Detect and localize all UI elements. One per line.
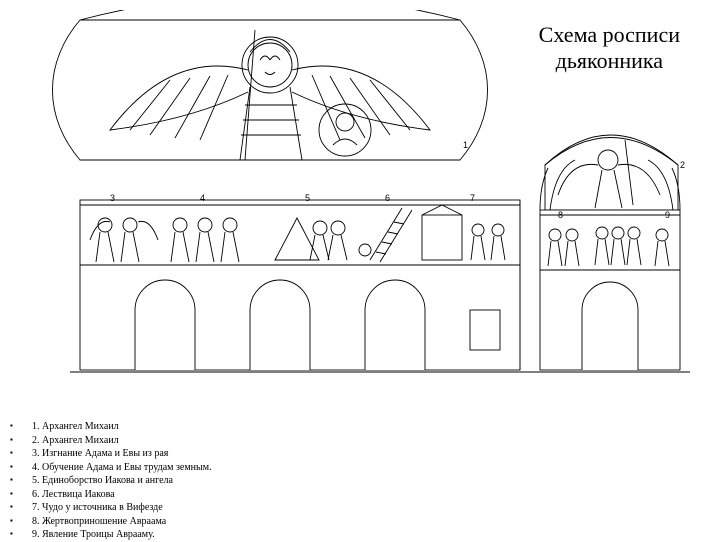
legend-item: 3. Изгнание Адама и Евы из рая bbox=[10, 447, 212, 461]
legend-item: 5. Единоборство Иакова и ангела bbox=[10, 474, 212, 488]
fresco-diagram: 1 2 3 4 5 6 7 8 9 bbox=[50, 10, 690, 390]
legend-item: 1. Архангел Михаил bbox=[10, 420, 212, 434]
legend-item: 8. Жертвоприношение Авраама bbox=[10, 515, 212, 529]
legend-item: 2. Архангел Михаил bbox=[10, 434, 212, 448]
legend-item: 6. Лествица Иакова bbox=[10, 488, 212, 502]
scene-number-4: 4 bbox=[200, 193, 205, 203]
scene-number-9: 9 bbox=[665, 210, 670, 220]
legend-list: 1. Архангел Михаил 2. Архангел Михаил 3.… bbox=[10, 420, 212, 542]
legend-item: 4. Обучение Адама и Евы трудам земным. bbox=[10, 461, 212, 475]
legend-item: 9. Явление Троицы Аврааму. bbox=[10, 528, 212, 542]
scene-number-6: 6 bbox=[385, 193, 390, 203]
legend-item: 7. Чудо у источника в Вифезде bbox=[10, 501, 212, 515]
scene-number-7: 7 bbox=[470, 193, 475, 203]
scene-number-3: 3 bbox=[110, 193, 115, 203]
legend: 1. Архангел Михаил 2. Архангел Михаил 3.… bbox=[10, 420, 212, 542]
scene-number-2: 2 bbox=[680, 160, 685, 170]
scene-number-5: 5 bbox=[305, 193, 310, 203]
scene-number-1: 1 bbox=[463, 140, 468, 150]
scene-number-8: 8 bbox=[558, 210, 563, 220]
